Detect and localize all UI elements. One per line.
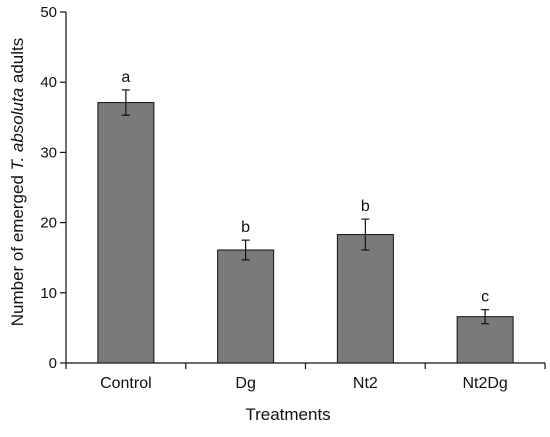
significance-letter: b [361, 198, 370, 215]
y-axis-title: Number of emerged T. absoluta adults [8, 38, 27, 327]
y-tick-label: 20 [40, 215, 57, 232]
x-tick-label: Nt2 [353, 375, 378, 392]
x-tick-label: Control [100, 375, 152, 392]
x-axis-title: Treatments [245, 405, 330, 424]
y-axis-title-suffix: adults [8, 38, 27, 88]
y-axis-title-species: T. absoluta [8, 88, 27, 171]
y-tick-label: 30 [40, 144, 57, 161]
y-tick-label: 0 [49, 355, 57, 372]
y-tick-label: 50 [40, 4, 57, 21]
x-tick-label: Nt2Dg [462, 375, 507, 392]
x-tick-label: Dg [235, 375, 255, 392]
bar-nt2dg [456, 316, 514, 364]
labels: 0 10 20 30 40 50 a Control b Dg b Nt2 c Nt2Dg [40, 4, 507, 392]
y-tick-label: 10 [40, 285, 57, 302]
bar-nt2 [336, 234, 394, 364]
significance-letter: b [241, 219, 250, 236]
significance-letter: a [121, 69, 130, 86]
y-axis-title-prefix: Number of emerged [8, 170, 27, 326]
significance-letter: c [481, 289, 489, 306]
bar-control [97, 102, 155, 364]
bar-dg [217, 249, 275, 364]
bars [97, 89, 514, 364]
y-tick-label: 40 [40, 74, 57, 91]
